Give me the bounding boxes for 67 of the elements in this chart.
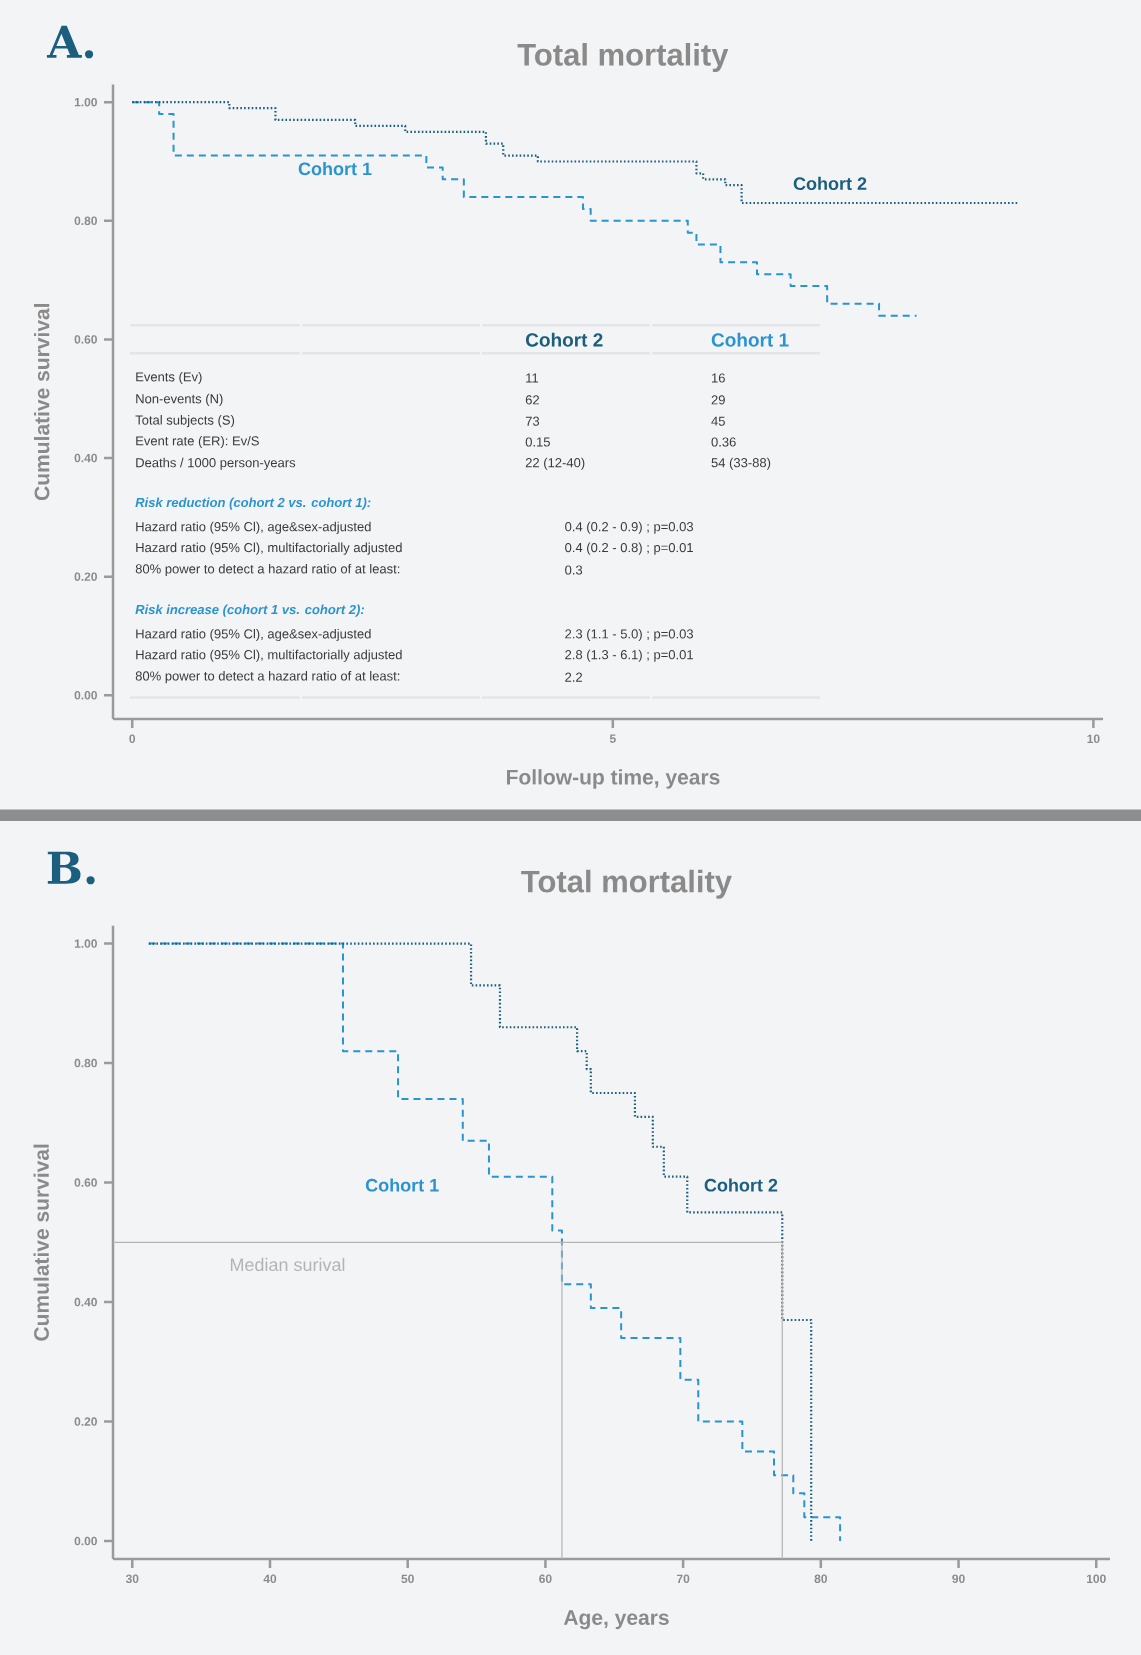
annotation: 16	[712, 373, 725, 383]
x-tick-label: 0	[129, 734, 136, 744]
annotation: 11	[526, 373, 539, 383]
y-tick-label: 0.20	[74, 572, 97, 581]
annotation: 2.8 (1.3 - 6.1) ; p=0.01	[565, 649, 693, 662]
annotation: 45	[711, 416, 725, 426]
chart-title: Total mortality	[521, 869, 732, 899]
annotation: Risk reduction (cohort 2 vs. cohort 1):	[135, 497, 371, 510]
annotation: 0.36	[711, 437, 736, 447]
x-axis-title: Age, years	[563, 1610, 669, 1630]
x-tick-label: 80	[814, 1574, 827, 1584]
x-tick-label: 30	[125, 1574, 139, 1584]
x-tick-label: 5	[609, 734, 616, 743]
y-axis-title: Cumulative survival	[34, 304, 50, 501]
series-label: Cohort 2	[704, 1178, 778, 1192]
y-tick-label: 1.00	[74, 939, 97, 948]
annotation: Cohort 1	[711, 332, 789, 347]
annotation: Total subjects (S)	[135, 415, 235, 428]
y-tick-label: 0.40	[74, 1297, 97, 1307]
annotation: 80% power to detect a hazard ratio of at least:	[135, 671, 400, 684]
y-tick-label: 0.20	[74, 1417, 97, 1426]
y-axis-title: Cumulative survival	[33, 1144, 49, 1341]
y-tick-label: 0.00	[74, 691, 97, 700]
y-tick-label: 1.00	[74, 97, 97, 107]
annotation: Events (Ev)	[136, 371, 202, 385]
annotation: 73	[525, 416, 540, 426]
annotation: 62	[525, 395, 540, 405]
annotation: Deaths / 1000 person-years	[136, 457, 296, 470]
y-tick-label: 0.80	[74, 216, 97, 226]
x-tick-label: 50	[401, 1574, 414, 1584]
annotation: 2.3 (1.1 - 5.0) ; p=0.03	[565, 628, 694, 642]
series-label: Cohort 1	[298, 161, 372, 176]
annotation: 80% power to detect a hazard ratio of at least:	[135, 563, 400, 577]
text: Cohort 1	[365, 1178, 439, 1192]
text: A.	[46, 25, 94, 59]
annotation: Cohort 2	[525, 332, 603, 347]
x-tick-label: 100	[1086, 1574, 1106, 1584]
annotation: Hazard ratio (95% Cl), age&sex-adjusted	[136, 521, 371, 534]
annotation: 0.3	[565, 565, 583, 575]
annotation: Hazard ratio (95% Cl), age&sex-adjusted	[136, 628, 371, 642]
annotation: 2.2	[565, 672, 583, 682]
annotation: Risk increase (cohort 1 vs. cohort 2):	[135, 604, 365, 617]
y-tick-label: 0.80	[74, 1058, 97, 1068]
series-label: Cohort 2	[793, 176, 867, 191]
x-tick-label: 90	[952, 1574, 965, 1584]
y-tick-label: 0.60	[74, 335, 97, 344]
ref-line-label: Median surival	[230, 1257, 345, 1272]
x-axis-title: Follow-up time, years	[507, 769, 720, 789]
y-tick-label: 0.00	[74, 1536, 97, 1546]
annotation: 0.4 (0.2 - 0.8) ; p=0.01	[565, 542, 693, 555]
x-tick-label: 40	[263, 1574, 277, 1584]
x-tick-label: 70	[676, 1574, 690, 1584]
annotation: Non-events (N)	[136, 393, 223, 406]
annotation: 29	[711, 395, 725, 405]
annotation: Hazard ratio (95% Cl), multifactorially adjusted	[136, 649, 402, 662]
annotation: 22 (12-40)	[525, 457, 585, 470]
x-tick-label: 10	[1087, 734, 1100, 744]
chart-title: Total mortality	[517, 42, 729, 72]
annotation: 0.4 (0.2 - 0.9) ; p=0.03	[565, 521, 694, 534]
annotation: 0.15	[525, 437, 550, 447]
annotation: Hazard ratio (95% Cl), multifactorially adjusted	[136, 542, 402, 555]
x-tick-label: 60	[539, 1574, 552, 1584]
annotation: Event rate (ER): Ev/S	[136, 435, 259, 449]
text: B.	[47, 851, 95, 885]
y-tick-label: 0.40	[74, 453, 97, 463]
y-tick-label: 0.60	[74, 1178, 97, 1187]
annotation: 54 (33-88)	[711, 457, 771, 470]
